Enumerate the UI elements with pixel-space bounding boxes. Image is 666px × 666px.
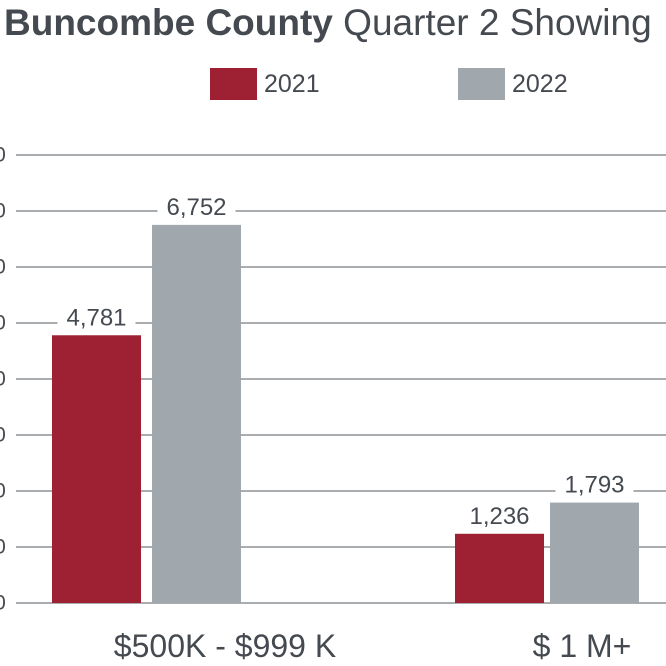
data-label-2022-0: 6,752 xyxy=(166,194,226,221)
x-tick-label: $500K - $999 K xyxy=(114,628,336,664)
legend-item-2022: 2022 xyxy=(458,67,568,101)
bar-2022-0 xyxy=(152,224,241,603)
bars: 4,781 1,236 6,752 1,793 xyxy=(52,194,639,603)
y-tick-label: 0 xyxy=(0,480,6,503)
y-tick-label: 0 xyxy=(0,592,6,615)
chart-title-rest: Quarter 2 Showing xyxy=(332,2,652,43)
legend-item-2021: 2021 xyxy=(210,67,320,101)
y-tick-label: 0 xyxy=(0,424,6,447)
y-tick-label: 0 xyxy=(0,312,6,335)
legend-swatch-2021 xyxy=(210,68,257,100)
y-tick-label: 0 xyxy=(0,200,6,223)
y-axis-tick-labels: 0 0 0 0 0 0 0 0 0 xyxy=(0,144,6,615)
legend-swatch-2022 xyxy=(458,68,505,100)
legend-label-2021: 2021 xyxy=(264,69,320,98)
y-tick-label: 0 xyxy=(0,256,6,279)
data-label-2021-1: 1,236 xyxy=(469,503,529,530)
bar-2021-0 xyxy=(52,335,141,603)
bar-2021-1 xyxy=(455,533,544,603)
x-axis-tick-labels: $500K - $999 K $ 1 M+ xyxy=(114,628,632,664)
bar-2022-1 xyxy=(550,502,639,603)
legend-label-2022: 2022 xyxy=(512,69,568,98)
y-tick-label: 0 xyxy=(0,536,6,559)
chart-title-bold: Buncombe County xyxy=(4,2,333,43)
y-tick-label: 0 xyxy=(0,368,6,391)
chart-title: Buncombe County Quarter 2 Showing xyxy=(4,0,652,46)
data-label-2021-0: 4,781 xyxy=(66,304,126,331)
y-tick-label: 0 xyxy=(0,144,6,167)
data-label-2022-1: 1,793 xyxy=(564,472,624,499)
x-tick-label: $ 1 M+ xyxy=(533,628,632,664)
